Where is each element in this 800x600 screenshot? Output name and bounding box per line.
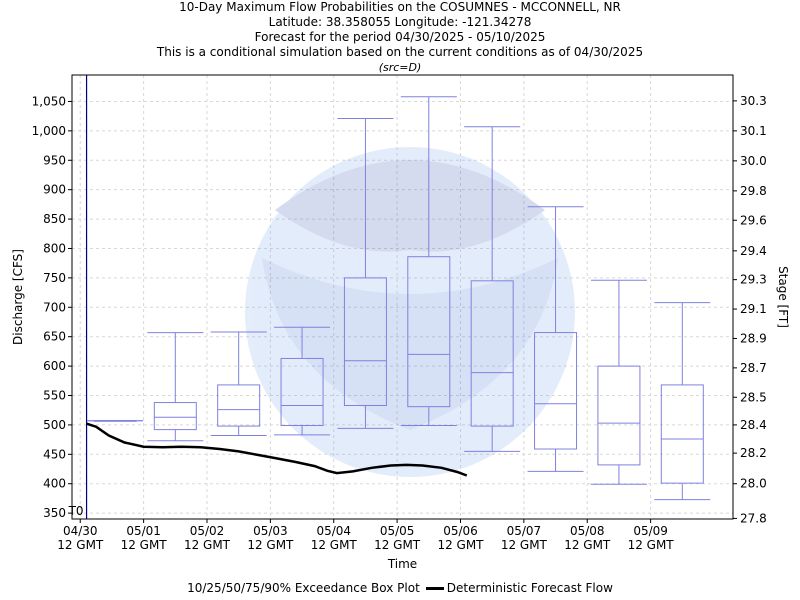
watermark-gull: [275, 160, 545, 252]
x-tick-label-time: 12 GMT: [628, 538, 675, 552]
box-plot-0: [87, 420, 144, 422]
x-tick-label-time: 12 GMT: [121, 538, 168, 552]
chart-source-note: (src=D): [378, 61, 422, 74]
chart-legend: 10/25/50/75/90% Exceedance Box Plot Deter…: [0, 579, 800, 597]
box-plot-1: [147, 332, 204, 442]
box-iqr: [217, 384, 261, 427]
box-plot-5: [400, 96, 457, 426]
x-tick-label-time: 12 GMT: [311, 538, 358, 552]
box-plot-2: [210, 331, 267, 436]
legend-flow-label: Deterministic Forecast Flow: [446, 581, 613, 595]
y-tick-label: 850: [43, 212, 66, 226]
stage-tick-label: 29.4: [740, 244, 767, 258]
x-tick-label-date: 05/09: [633, 524, 668, 538]
y-axis-discharge: 350 400 450 500 550 600 650 700 750 800 850 900 950 1…: [32, 94, 72, 520]
y-tick-label: 750: [43, 271, 66, 285]
box-plot-6: [464, 126, 521, 452]
x-axis-label: Time: [387, 557, 417, 571]
y-tick-label: 500: [43, 418, 66, 432]
x-tick-label-time: 12 GMT: [184, 538, 231, 552]
y-tick-label: 600: [43, 359, 66, 373]
stage-tick-label: 30.0: [740, 154, 767, 168]
x-tick-label-time: 12 GMT: [501, 538, 548, 552]
box-plot-4: [337, 118, 394, 429]
x-tick-label-date: 05/03: [253, 524, 288, 538]
stage-tick-label: 30.3: [740, 94, 767, 108]
box-iqr: [280, 357, 324, 426]
x-tick-label-time: 12 GMT: [57, 538, 104, 552]
y-tick-label: 650: [43, 330, 66, 344]
legend-line-swatch: [425, 587, 444, 590]
plot-frame: [71, 74, 734, 520]
y-tick-label: 450: [43, 447, 66, 461]
chart-subtitle-period: Forecast for the period 04/30/2025 - 05/…: [254, 30, 546, 44]
y-tick-label: 950: [43, 153, 66, 167]
y-tick-label: 1,000: [32, 124, 66, 138]
box-iqr: [343, 277, 387, 407]
stage-tick-label: 29.1: [740, 302, 767, 316]
chart-titles: 10-Day Maximum Flow Probabilities on the…: [0, 0, 800, 75]
chart-title: 10-Day Maximum Flow Probabilities on the…: [179, 0, 621, 14]
box-plot-3: [274, 326, 331, 436]
y-tick-label: 1,050: [32, 94, 66, 108]
x-tick-label-date: 05/02: [190, 524, 225, 538]
x-tick-label-date: 05/07: [507, 524, 542, 538]
stage-tick-label: 29.6: [740, 213, 767, 227]
box-iqr: [660, 384, 704, 484]
x-tick-label-time: 12 GMT: [374, 538, 421, 552]
x-tick-label-time: 12 GMT: [247, 538, 294, 552]
x-tick-label-date: 05/05: [380, 524, 415, 538]
legend-box-plot-label: 10/25/50/75/90% Exceedance Box Plot: [187, 581, 420, 595]
stage-tick-label: 29.8: [740, 184, 767, 198]
chart-subtitle-conditions: This is a conditional simulation based o…: [156, 45, 644, 59]
y-tick-label: 350: [43, 506, 66, 520]
box-plot-7: [527, 206, 584, 472]
y-tick-label: 700: [43, 300, 66, 314]
stage-tick-label: 30.1: [740, 124, 767, 138]
noaa-watermark: [245, 147, 575, 477]
x-tick-label-date: 05/04: [316, 524, 351, 538]
box-iqr: [597, 365, 641, 466]
grid-lines: [72, 75, 733, 519]
y-tick-label: 900: [43, 183, 66, 197]
t0-label: T0: [68, 504, 84, 518]
watermark-wave: [262, 258, 558, 430]
stage-tick-label: 28.7: [740, 361, 767, 375]
deterministic-flow-line: [86, 422, 468, 477]
stage-tick-label: 29.3: [740, 273, 767, 287]
x-tick-label-date: 05/06: [443, 524, 478, 538]
y-axis-right-label: Stage [FT]: [776, 266, 790, 328]
x-tick-label-date: 04/30: [63, 524, 98, 538]
exceedance-boxes: [87, 96, 711, 501]
y-axis-stage: 27.8 28.0 28.2 28.4 28.5 28.7 28.9 29.1 29.3 29.4…: [733, 94, 767, 525]
stage-tick-label: 28.4: [740, 418, 767, 432]
y-tick-label: 400: [43, 477, 66, 491]
y-axis-label: Discharge [CFS]: [11, 249, 25, 345]
x-tick-label-date: 05/01: [126, 524, 161, 538]
y-tick-label: 800: [43, 241, 66, 255]
x-tick-label-date: 05/08: [570, 524, 605, 538]
stage-tick-label: 27.8: [740, 511, 767, 525]
box-plot-9: [654, 302, 711, 501]
y-tick-label: 550: [43, 389, 66, 403]
chart-subtitle-location: Latitude: 38.358055 Longitude: -121.3427…: [268, 15, 532, 29]
x-tick-label-time: 12 GMT: [437, 538, 484, 552]
box-iqr: [470, 280, 514, 427]
x-tick-label-time: 12 GMT: [564, 538, 611, 552]
stage-tick-label: 28.2: [740, 446, 767, 460]
box-iqr: [407, 256, 451, 408]
box-iqr: [153, 402, 197, 431]
stage-tick-label: 28.0: [740, 477, 767, 491]
stage-tick-label: 28.9: [740, 331, 767, 345]
box-plot-8: [590, 279, 647, 485]
box-iqr: [534, 332, 578, 450]
stage-tick-label: 28.5: [740, 390, 767, 404]
